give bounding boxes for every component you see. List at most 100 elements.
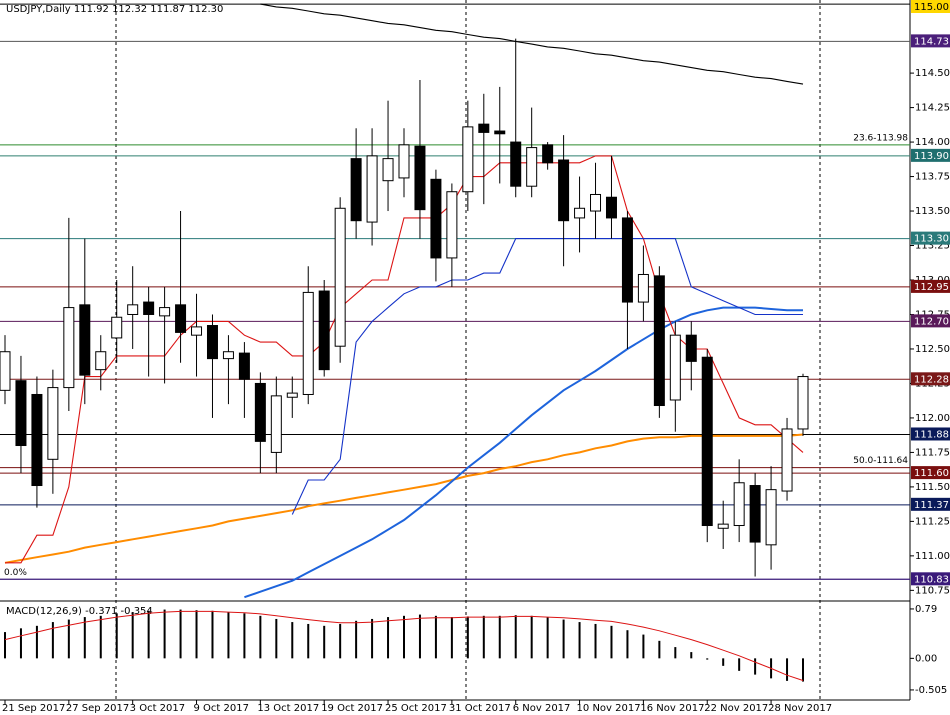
indicator-line xyxy=(4,433,804,564)
candle-body xyxy=(254,382,266,442)
y-tick-label: 0.00 xyxy=(915,653,937,664)
macd-bar xyxy=(403,615,405,659)
macd-bar xyxy=(4,632,6,659)
candle-body xyxy=(621,217,633,303)
macd-bar xyxy=(307,623,310,659)
fib-label: 50.0-111.64 xyxy=(853,456,908,466)
macd-bar xyxy=(323,625,326,659)
macd-bar xyxy=(514,615,517,659)
macd-bar xyxy=(131,612,134,659)
macd-bar xyxy=(466,616,469,659)
candle-body xyxy=(653,275,665,407)
x-tick-label: 9 Oct 2017 xyxy=(194,703,249,714)
candle-body xyxy=(143,301,155,315)
y-tick-label: 0.79 xyxy=(915,604,937,615)
macd-bar xyxy=(434,615,437,659)
y-tick-label: 114.25 xyxy=(915,103,950,114)
macd-bar xyxy=(83,617,86,659)
level-label: 115.00 xyxy=(914,2,949,13)
x-tick-label: 6 Nov 2017 xyxy=(513,703,571,714)
indicator-line xyxy=(291,238,803,515)
y-tick-label: 110.75 xyxy=(915,585,950,596)
level-tag xyxy=(911,466,950,480)
candle-body xyxy=(222,351,234,360)
x-tick-label: 13 Oct 2017 xyxy=(257,703,319,714)
x-tick-label: 16 Nov 2017 xyxy=(640,703,704,714)
candle-body xyxy=(542,144,554,164)
candle-body xyxy=(494,130,506,135)
candle-body xyxy=(430,178,442,259)
macd-bar xyxy=(51,622,54,659)
macd-bar xyxy=(706,658,709,660)
fib-label: 0.0% xyxy=(4,568,27,578)
macd-bar xyxy=(450,617,453,659)
macd-bar xyxy=(19,628,22,659)
level-tag xyxy=(911,0,950,13)
candle-body xyxy=(414,145,426,211)
macd-bar xyxy=(594,623,597,659)
level-label: 113.30 xyxy=(914,234,949,245)
x-tick-label: 21 Sep 2017 xyxy=(2,703,65,714)
macd-bar xyxy=(115,613,118,659)
macd-bar xyxy=(658,640,661,659)
level-label: 110.83 xyxy=(914,574,949,585)
candle-body xyxy=(206,325,218,360)
macd-bar xyxy=(163,609,166,659)
y-tick-label: 112.00 xyxy=(915,413,950,424)
candle-body xyxy=(637,273,649,303)
macd-bar xyxy=(530,615,533,659)
y-tick-label: 111.75 xyxy=(915,447,950,458)
macd-bar xyxy=(498,615,501,659)
macd-bar xyxy=(626,630,629,659)
indicator-line xyxy=(260,3,804,85)
y-tick-label: 113.25 xyxy=(915,241,950,252)
level-label: 114.73 xyxy=(914,36,949,47)
candle-body xyxy=(270,395,282,453)
level-label: 112.95 xyxy=(914,282,949,293)
macd-bar xyxy=(67,619,70,659)
macd-bar xyxy=(99,615,102,659)
macd-bar xyxy=(291,622,294,659)
candle-body xyxy=(79,304,91,376)
x-tick-label: 3 Oct 2017 xyxy=(130,703,185,714)
x-tick-label: 22 Nov 2017 xyxy=(704,703,768,714)
macd-bar xyxy=(418,614,421,659)
candle-body xyxy=(510,141,522,187)
y-tick-label: 111.00 xyxy=(915,551,950,562)
x-tick-label: 25 Oct 2017 xyxy=(385,703,447,714)
macd-bar xyxy=(642,634,645,659)
y-tick-label: 114.50 xyxy=(915,68,950,79)
level-tag xyxy=(911,148,950,162)
candle-body xyxy=(382,158,394,182)
macd-bar xyxy=(722,658,725,666)
macd-bar xyxy=(674,647,677,659)
indicator-line xyxy=(5,155,804,564)
candle-body xyxy=(191,326,203,336)
y-tick-label: 113.50 xyxy=(915,206,950,217)
fib-label: 23.6-113.98 xyxy=(853,133,908,143)
macd-bar xyxy=(227,612,230,659)
candle-body xyxy=(669,334,681,401)
macd-bar xyxy=(754,658,757,675)
candle-body xyxy=(749,485,761,543)
macd-title: MACD(12,26,9) -0.371 -0.354 xyxy=(6,606,153,617)
y-tick-label: 114.00 xyxy=(915,137,950,148)
macd-bar xyxy=(259,615,262,659)
candle-body xyxy=(334,207,346,347)
candle-body xyxy=(574,207,586,219)
macd-bar xyxy=(147,610,150,659)
level-label: 111.60 xyxy=(914,468,949,479)
candle-body xyxy=(526,147,538,187)
macd-bar xyxy=(355,620,358,659)
candle-body xyxy=(238,352,250,380)
macd-bar xyxy=(690,652,693,659)
level-tag xyxy=(911,279,950,293)
candle-body xyxy=(127,304,139,315)
y-tick-label: -0.505 xyxy=(915,685,947,696)
macd-bar xyxy=(786,658,789,681)
indicator-line xyxy=(4,610,804,681)
level-label: 111.88 xyxy=(914,429,949,440)
level-tag xyxy=(911,372,950,386)
level-label: 111.37 xyxy=(914,500,949,511)
